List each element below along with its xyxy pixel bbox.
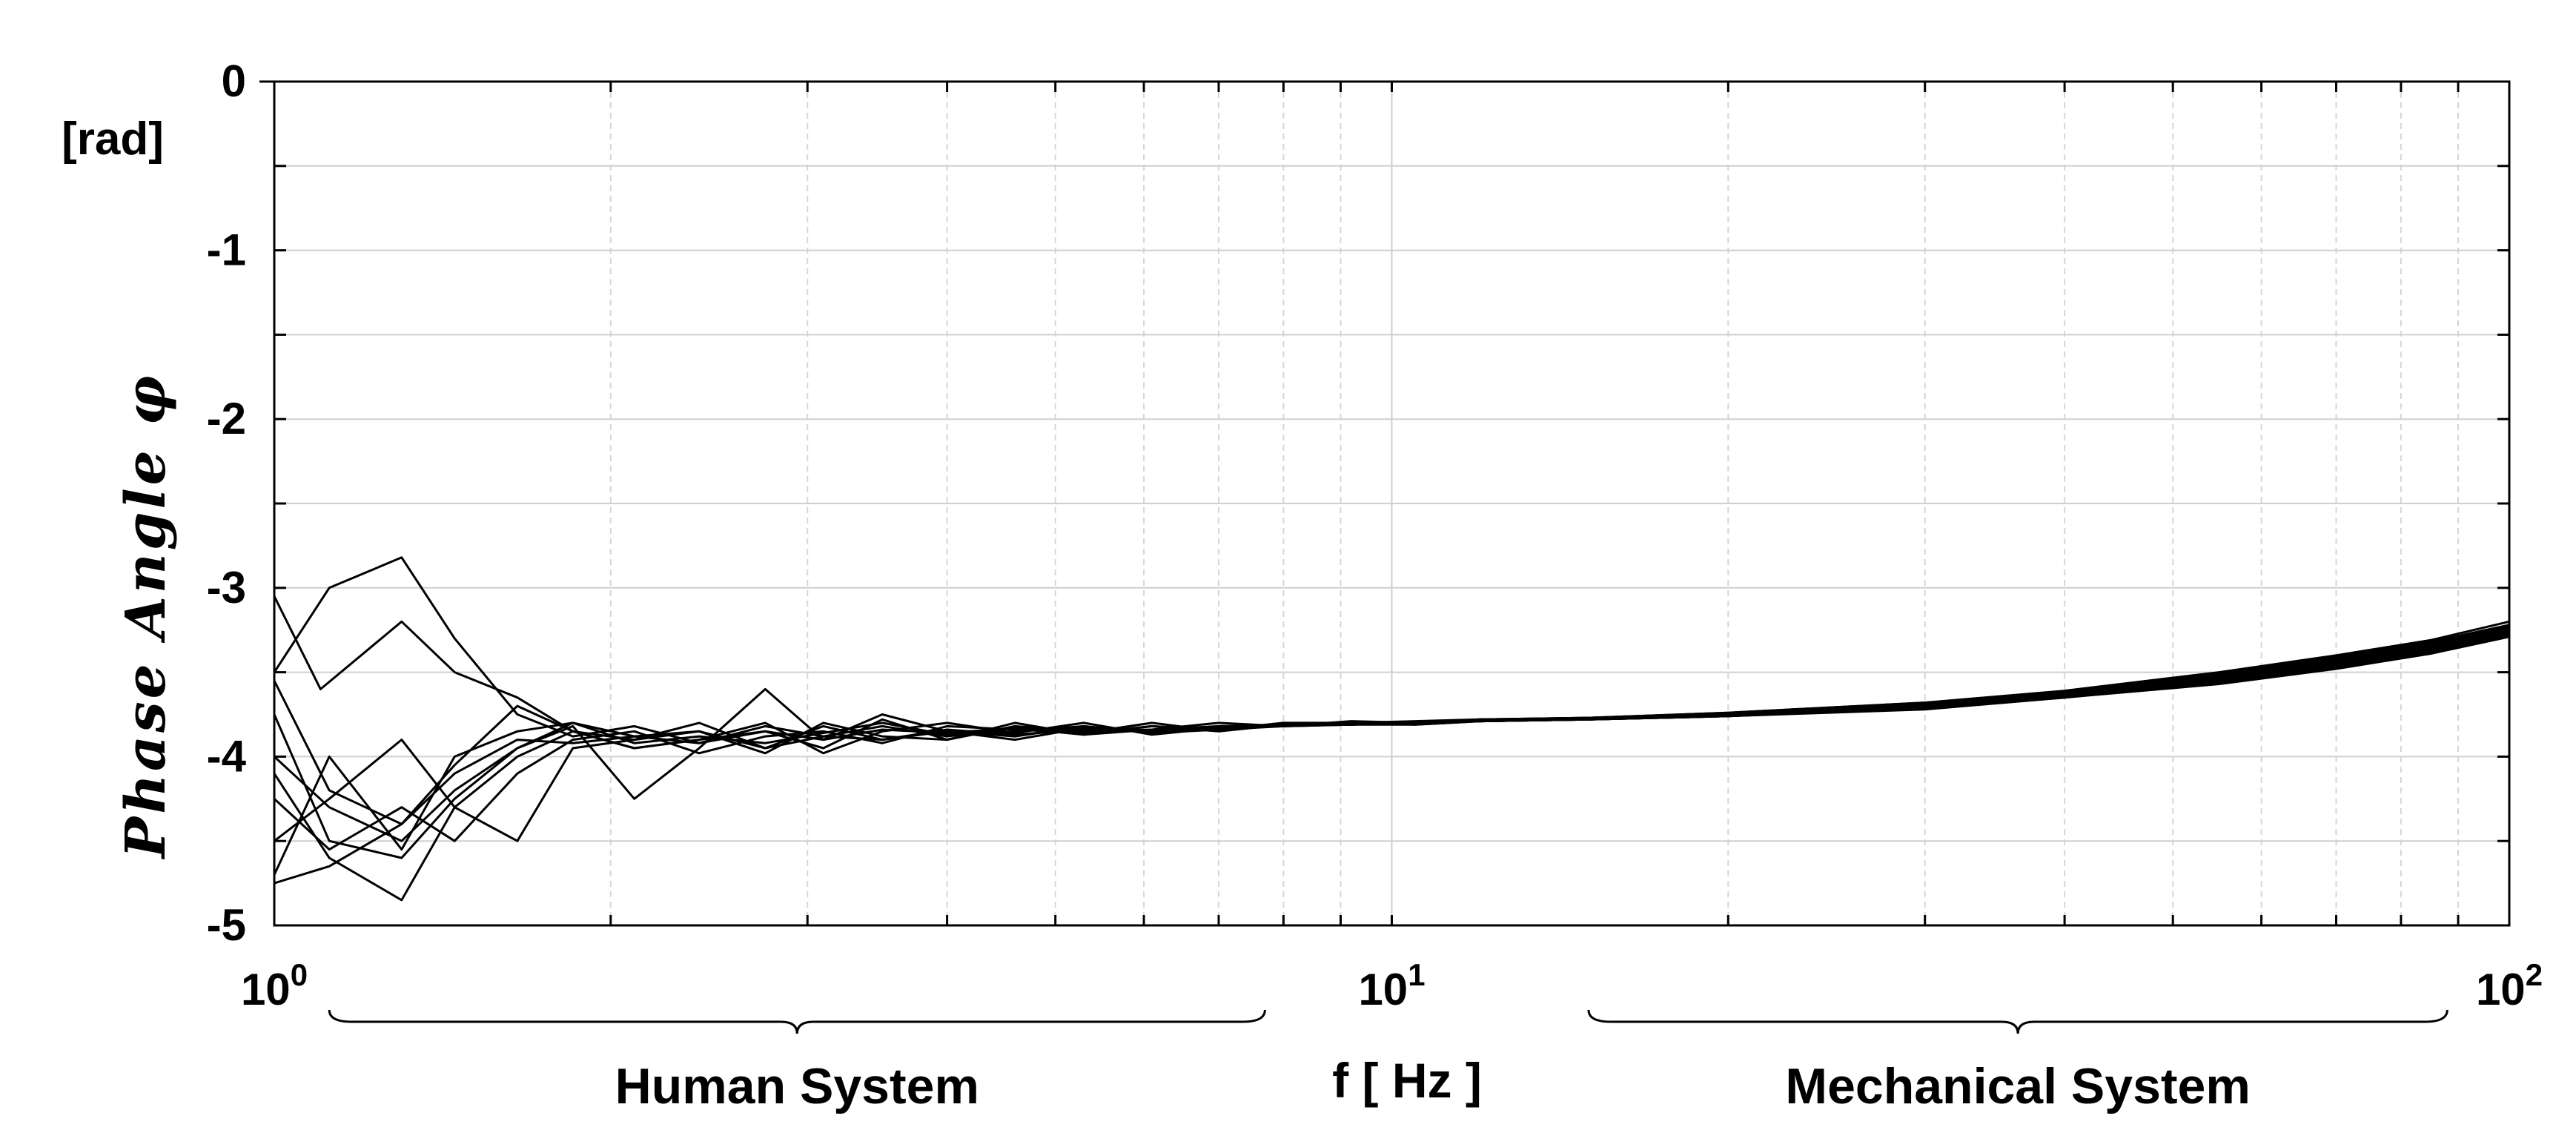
y-tick-label: -3 (207, 563, 246, 612)
range-label-2: Mechanical System (1785, 1058, 2250, 1114)
x-tick-labels: 100 101 102 (241, 957, 2543, 1014)
series-line-10 (273, 634, 2510, 859)
y-tick-label: -5 (207, 900, 246, 950)
x-tick-label: 100 (241, 957, 308, 1014)
y-tick-label: 0 (222, 56, 246, 106)
y-tick-labels: 0 -1 -2 -3 -4 -5 (207, 56, 247, 950)
y-tick-label: -2 (207, 394, 246, 443)
x-axis-label: f [ Hz ] (1332, 1053, 1482, 1108)
plot-frame (273, 80, 2511, 927)
series-lines (273, 556, 2510, 902)
y-axis-label: Phase Angle φ (114, 373, 178, 860)
grid-lines (274, 82, 2509, 925)
range-brace-1 (328, 1009, 1266, 1034)
x-tick-label: 101 (1358, 957, 1425, 1014)
y-unit-label: [rad] (62, 113, 164, 165)
y-tick-label: -4 (207, 731, 247, 781)
x-tick-label: 102 (2476, 957, 2543, 1014)
range-label-1: Human System (615, 1058, 979, 1114)
range-brace-2 (1587, 1009, 2448, 1034)
y-tick-label: -1 (207, 225, 246, 275)
axes (259, 80, 2511, 927)
range-annotations: Human System Mechanical System (328, 1009, 2448, 1114)
